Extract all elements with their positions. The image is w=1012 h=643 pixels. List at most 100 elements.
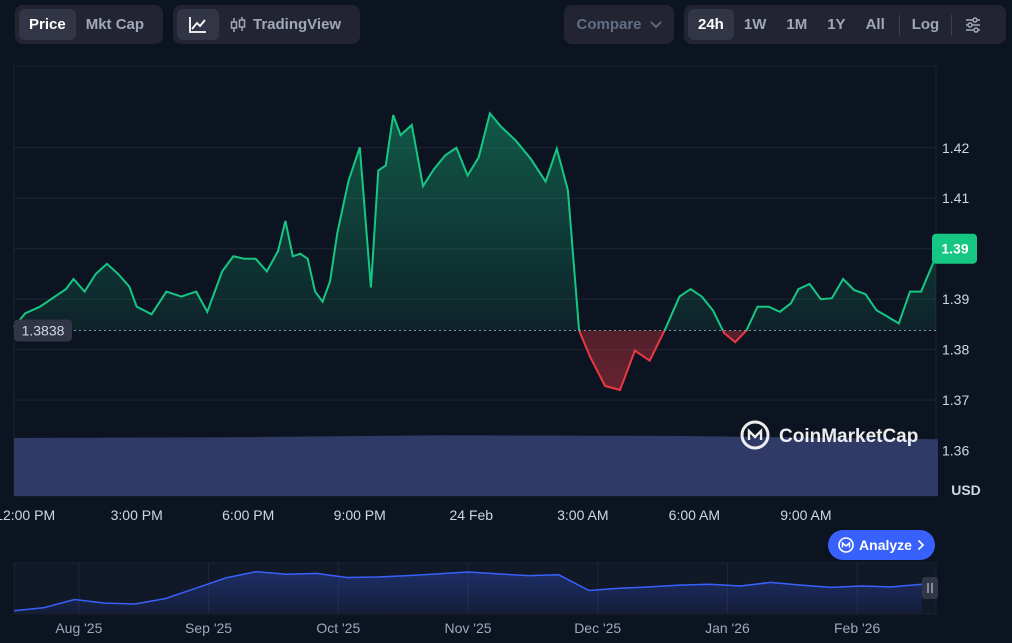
navigator-handle[interactable] xyxy=(922,577,938,599)
volume-bar xyxy=(269,436,272,496)
y-tick-label: 1.42 xyxy=(942,140,969,156)
volume-bar xyxy=(734,436,737,496)
volume-bar xyxy=(812,437,815,496)
candlestick-icon xyxy=(230,16,246,32)
volume-bar xyxy=(689,436,692,496)
volume-bar xyxy=(182,437,185,496)
volume-bar xyxy=(311,436,314,496)
volume-bar xyxy=(437,435,440,496)
volume-bar xyxy=(47,437,50,496)
volume-bar xyxy=(95,437,98,496)
volume-bar xyxy=(185,437,188,496)
volume-bar xyxy=(98,437,101,496)
analyze-button[interactable]: Analyze xyxy=(828,530,935,560)
volume-bar xyxy=(89,437,92,496)
y-axis: 1.42 1.41 1.39 1.39 1.38 1.37 1.36 xyxy=(942,140,969,459)
volume-bar xyxy=(755,436,758,496)
volume-bar xyxy=(623,435,626,496)
volume-bar xyxy=(212,437,215,496)
volume-bar xyxy=(62,437,65,496)
volume-bar xyxy=(458,435,461,496)
tab-price[interactable]: Price xyxy=(19,9,76,40)
range-1m[interactable]: 1M xyxy=(786,16,808,33)
y-tick-label: 1.37 xyxy=(942,392,969,408)
volume-bar xyxy=(395,435,398,496)
volume-bar xyxy=(371,435,374,496)
volume-bar xyxy=(554,435,557,496)
volume-bar xyxy=(65,437,68,496)
x-tick-label: 3:00 PM xyxy=(111,507,163,523)
volume-bar xyxy=(449,435,452,496)
volume-bar xyxy=(509,435,512,496)
volume-bar xyxy=(854,438,857,496)
volume-bar xyxy=(332,436,335,496)
volume-bar xyxy=(179,437,182,496)
volume-bar xyxy=(842,438,845,496)
tab-mkt-cap[interactable]: Mkt Cap xyxy=(85,16,145,33)
line-chart-icon xyxy=(189,16,206,33)
compare-dropdown[interactable]: Compare xyxy=(564,5,674,44)
volume-bar xyxy=(491,435,494,496)
volume-bar xyxy=(359,436,362,496)
settings-button[interactable] xyxy=(956,9,990,40)
line-chart-button[interactable] xyxy=(177,9,219,40)
volume-bar xyxy=(461,435,464,496)
x-tick-label: 9:00 PM xyxy=(334,507,386,523)
volume-bar xyxy=(803,437,806,496)
navigator-tick-label: Dec '25 xyxy=(574,620,621,636)
x-tick-label: 24 Feb xyxy=(449,507,493,523)
volume-bar xyxy=(590,435,593,496)
navigator-tick-label: Feb '26 xyxy=(834,620,880,636)
range-1w[interactable]: 1W xyxy=(743,16,767,33)
range-1y[interactable]: 1Y xyxy=(827,16,846,33)
volume-bar xyxy=(452,435,455,496)
volume-bar xyxy=(254,437,257,496)
volume-bar xyxy=(875,438,878,496)
volume-bar xyxy=(188,437,191,496)
volume-bar xyxy=(131,437,134,496)
volume-bar xyxy=(278,436,281,496)
volume-bar xyxy=(557,435,560,496)
range-24h[interactable]: 24h xyxy=(688,9,734,40)
volume-bar xyxy=(620,435,623,496)
tradingview-button[interactable]: TradingView xyxy=(219,9,351,40)
volume-bar xyxy=(521,435,524,496)
volume-bar xyxy=(596,435,599,496)
volume-bar xyxy=(227,437,230,496)
navigator-line xyxy=(13,570,923,612)
volume-bar xyxy=(845,438,848,496)
volume-bar xyxy=(881,438,884,496)
sliders-icon xyxy=(966,16,981,33)
volume-bar xyxy=(245,437,248,496)
volume-bar xyxy=(14,437,17,496)
volume-bar xyxy=(413,435,416,496)
volume-bar xyxy=(473,435,476,496)
volume-bar xyxy=(446,435,449,496)
volume-bar xyxy=(146,437,149,496)
volume-bar xyxy=(740,436,743,496)
log-scale-button[interactable]: Log xyxy=(911,16,940,33)
x-tick-label: 6:00 PM xyxy=(222,507,274,523)
volume-bar xyxy=(479,435,482,496)
volume-bar xyxy=(440,435,443,496)
volume-bar xyxy=(23,437,26,496)
volume-bar xyxy=(626,435,629,496)
range-navigator[interactable]: Aug '25 Sep '25 Oct '25 Nov '25 Dec '25 Jan '… xyxy=(13,562,938,636)
volume-bar xyxy=(782,437,785,496)
volume-bar xyxy=(701,436,704,496)
volume-bar xyxy=(674,435,677,496)
volume-bar xyxy=(599,435,602,496)
volume-bar xyxy=(641,435,644,496)
x-tick-label: 12:00 PM xyxy=(0,507,55,523)
volume-bar xyxy=(86,437,89,496)
volume-bar xyxy=(566,435,569,496)
volume-bar xyxy=(656,435,659,496)
volume-bar xyxy=(17,437,20,496)
volume-bar xyxy=(281,436,284,496)
volume-bar xyxy=(710,436,713,496)
range-all[interactable]: All xyxy=(865,16,885,33)
volume-bar xyxy=(191,437,194,496)
volume-bar xyxy=(638,435,641,496)
navigator-area xyxy=(14,571,922,613)
